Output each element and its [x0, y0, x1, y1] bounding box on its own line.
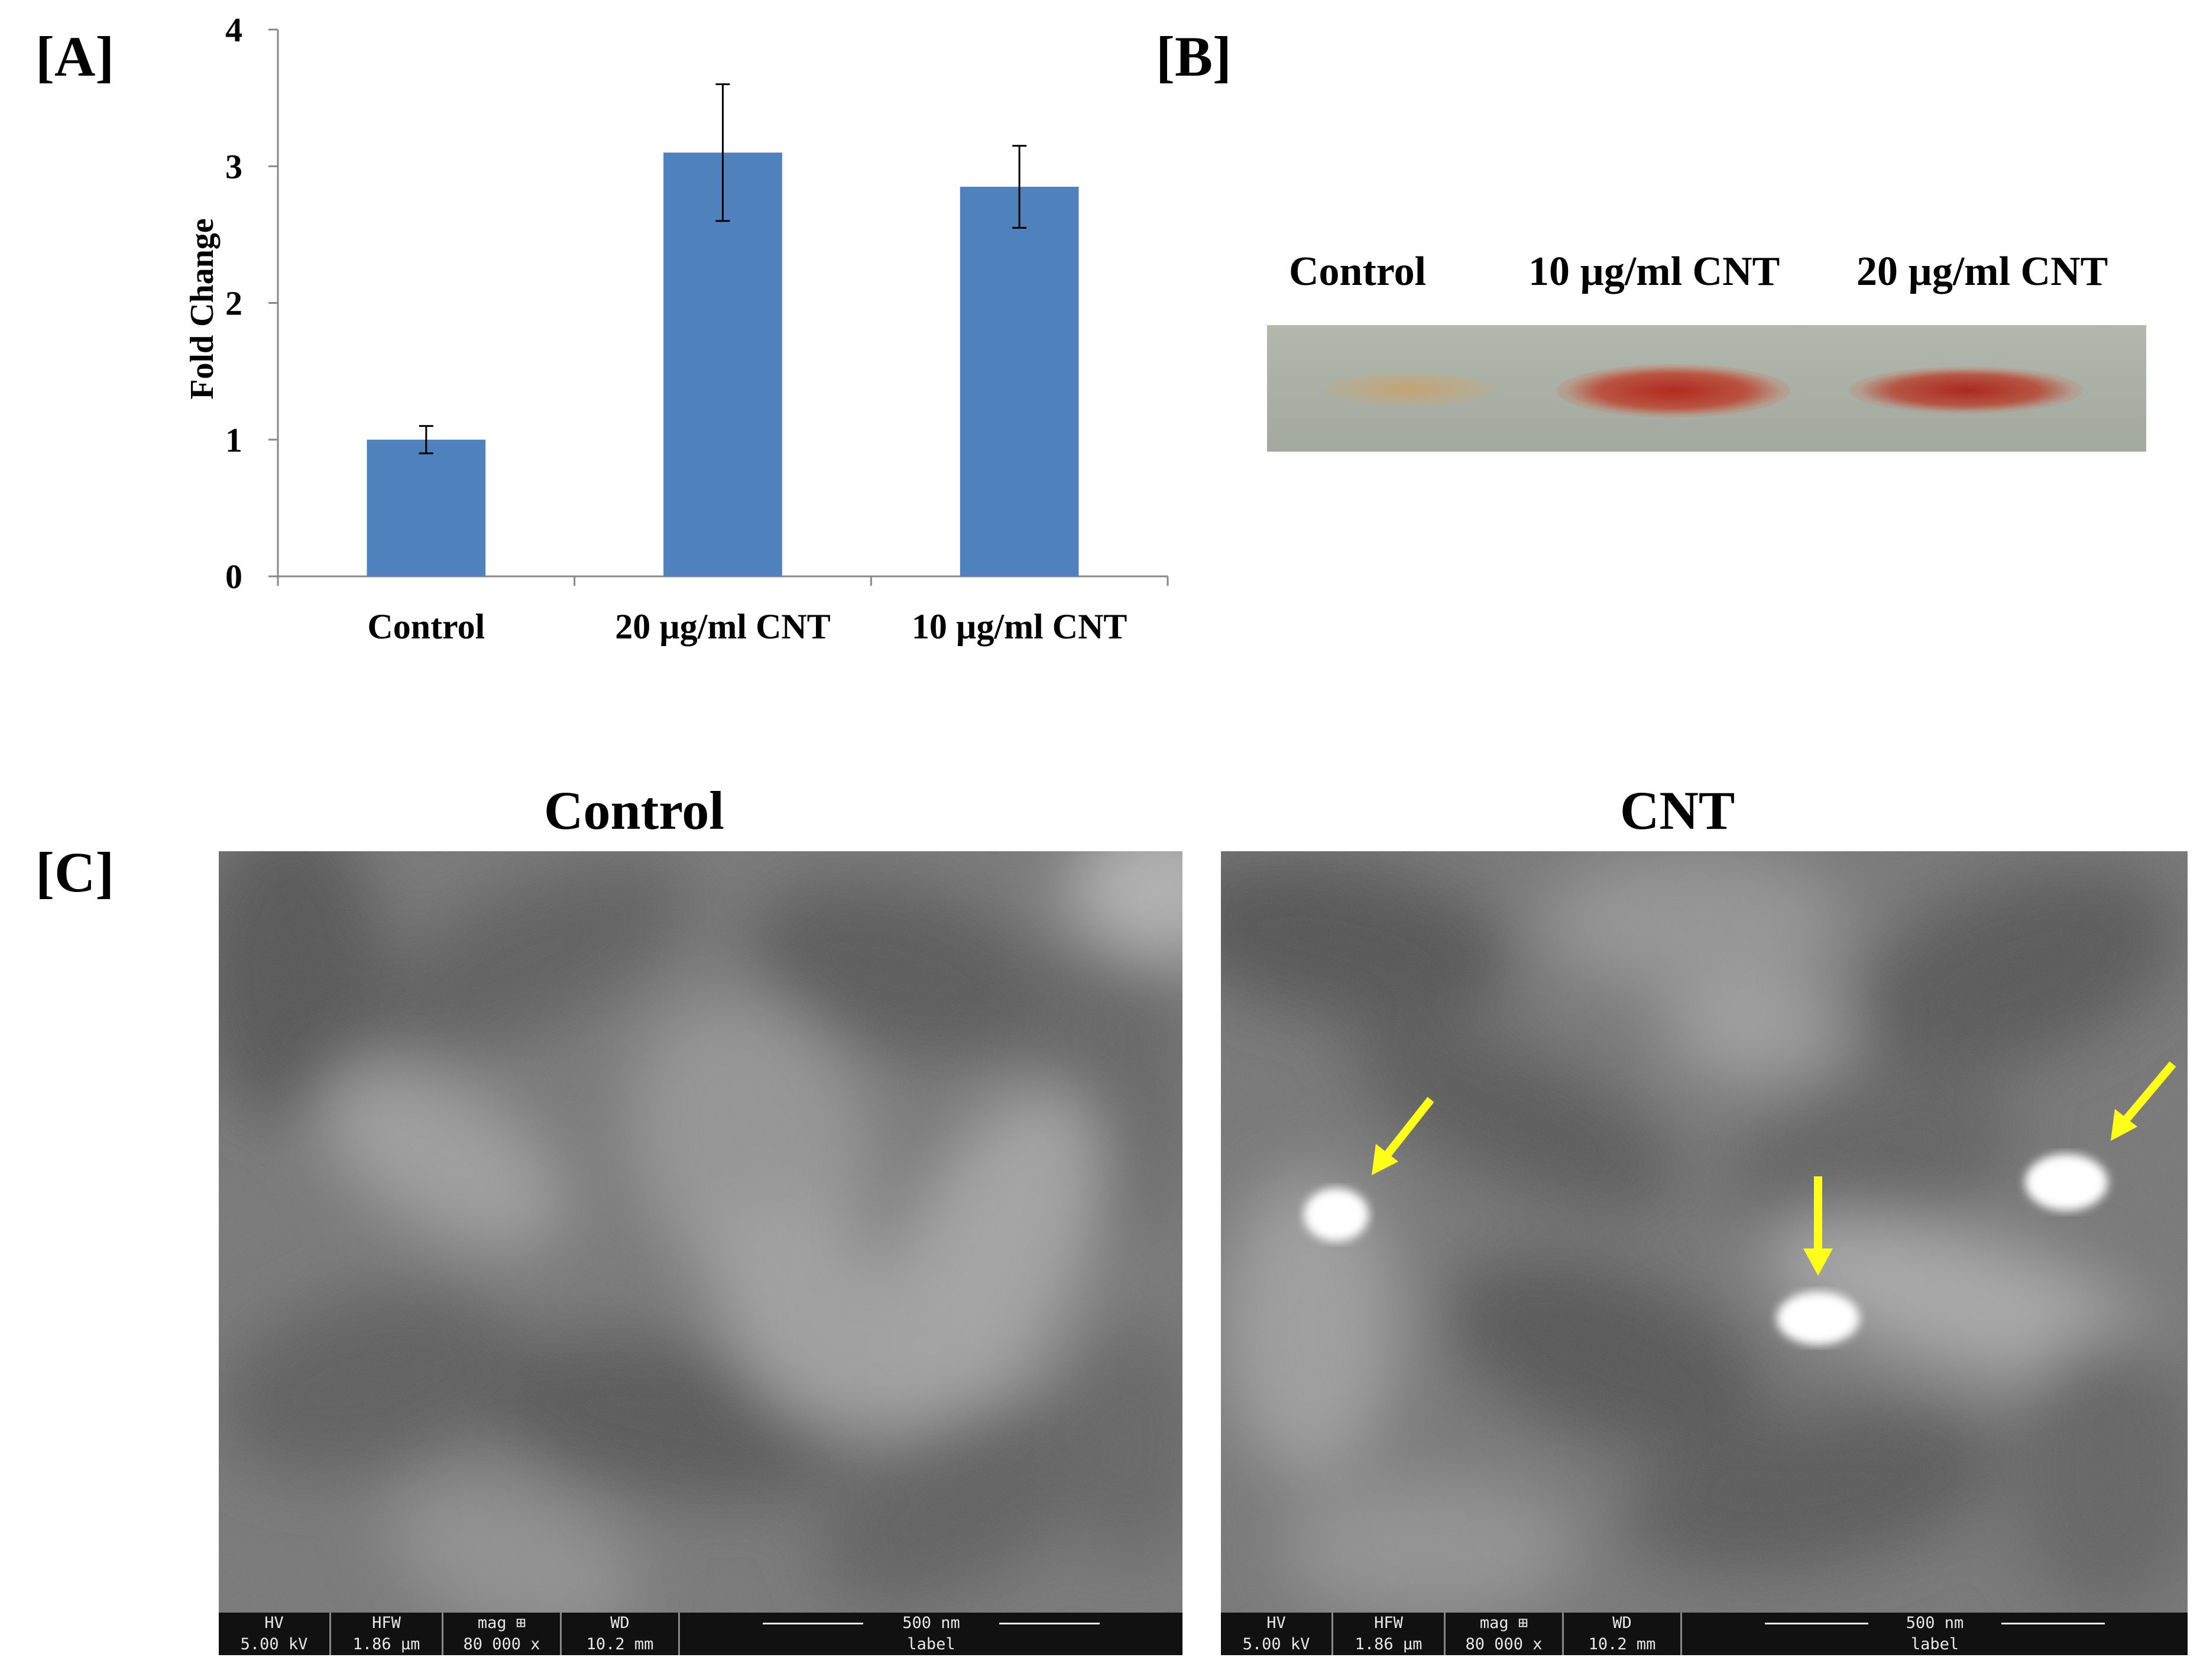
databar-footer-label: label [907, 1635, 955, 1653]
sem-image-cnt: HV 5.00 kV HFW 1.86 µm mag ⊞ 80 000 x WD 10.… [1221, 851, 2188, 1655]
sem-texture-control [219, 851, 1182, 1655]
mag-value: 80 000 x [463, 1635, 540, 1653]
bar-1 [663, 153, 782, 576]
wd-value: 10.2 mm [586, 1635, 654, 1653]
blot-band-10cnt [1557, 364, 1790, 417]
panel-label-a: [A] [35, 25, 115, 88]
sem-title-cnt: CNT [1620, 780, 1735, 841]
y-tick-label: 4 [225, 11, 242, 49]
hfw-value: 1.86 µm [352, 1635, 420, 1653]
cnt-arrows [1372, 1061, 2176, 1276]
arrow-3 [2122, 1061, 2176, 1123]
cnt-particles [1304, 1154, 2108, 1345]
mag-label: mag ⊞ [477, 1614, 526, 1632]
bar-0 [367, 439, 486, 576]
sem-databar-control: HV 5.00 kV HFW 1.86 µm mag ⊞ 80 000 x WD 10.… [219, 1613, 1182, 1655]
wd-value: 10.2 mm [1588, 1635, 1656, 1653]
hv-label: HV [1266, 1614, 1286, 1632]
hfw-label: HFW [1374, 1614, 1403, 1632]
y-tick-label: 3 [225, 147, 242, 186]
arrow-3-head [2111, 1109, 2137, 1141]
arrow-2-head [1803, 1248, 1833, 1276]
hv-value: 5.00 kV [1242, 1635, 1310, 1653]
blot-band-control [1321, 371, 1499, 407]
mag-value: 80 000 x [1465, 1635, 1543, 1653]
blot-lane-label-20cnt: 20 µg/ml CNT [1856, 249, 2108, 294]
arrow-1 [1383, 1097, 1434, 1159]
category-label-0: Control [367, 607, 485, 646]
category-label-2: 10 µg/ml CNT [912, 607, 1127, 646]
hfw-value: 1.86 µm [1355, 1635, 1423, 1653]
bar-2 [960, 186, 1079, 576]
sem-image-control: HV 5.00 kV HFW 1.86 µm mag ⊞ 80 000 x WD 10.… [219, 851, 1182, 1655]
category-label-1: 20 µg/ml CNT [615, 607, 831, 646]
sem-databar-cnt: HV 5.00 kV HFW 1.86 µm mag ⊞ 80 000 x WD 10.… [1221, 1613, 2188, 1655]
scale-bar-label: 500 nm [898, 1614, 965, 1632]
wd-label: WD [1612, 1614, 1632, 1632]
blot-lane-label-10cnt: 10 µg/ml CNT [1528, 249, 1780, 294]
y-tick-label: 0 [225, 557, 242, 596]
databar-footer-label: label [1910, 1635, 1959, 1653]
hv-value: 5.00 kV [240, 1635, 308, 1653]
arrow-1-head [1372, 1144, 1398, 1175]
y-tick-label: 2 [225, 284, 242, 323]
mag-label: mag ⊞ [1479, 1614, 1528, 1632]
panel-label-b: [B] [1156, 25, 1232, 88]
hfw-label: HFW [372, 1614, 401, 1632]
fold-change-bar-chart: 0 1 2 3 4 Fold Change Control 20 µg/ml CNT 10 µg… [184, 11, 1169, 646]
blot-lane-label-control: Control [1289, 249, 1427, 294]
sem-title-control: Control [544, 780, 724, 841]
y-axis-label: Fold Change [184, 218, 221, 400]
y-tick-label: 1 [225, 421, 242, 459]
blot-band-20cnt [1849, 367, 2083, 414]
sem-texture-cnt [1221, 851, 2188, 1655]
panel-label-c: [C] [35, 841, 115, 904]
scale-bar-label: 500 nm [1901, 1614, 1969, 1632]
western-blot-strip [1267, 325, 2146, 452]
hv-label: HV [264, 1614, 284, 1632]
wd-label: WD [610, 1614, 630, 1632]
